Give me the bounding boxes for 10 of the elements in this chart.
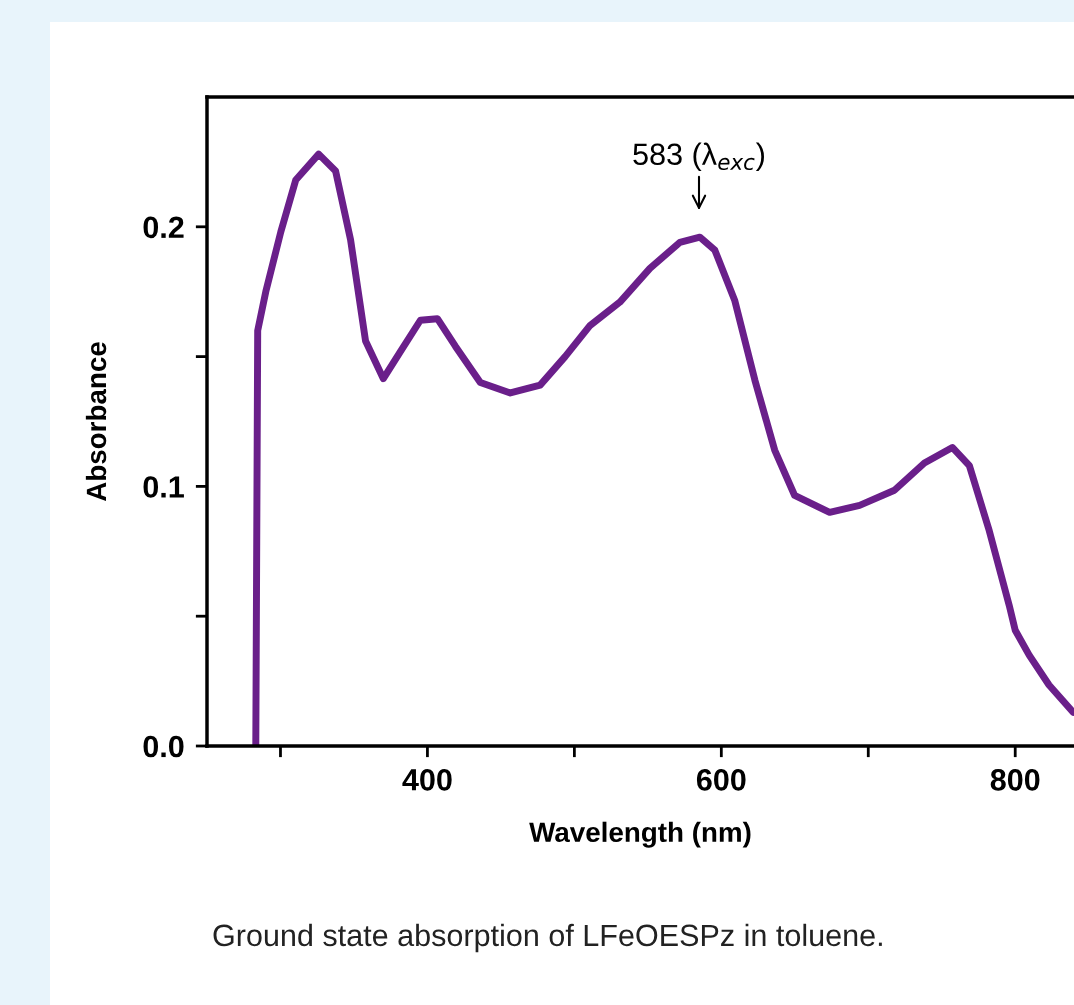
x-tick-label: 800	[990, 769, 1040, 791]
x-tick-label: 600	[696, 769, 746, 791]
y-tick-label: 0.0	[143, 735, 184, 758]
x-tick-label: 400	[402, 769, 452, 791]
text: Ground state absorption of LFeOESPz in toluene.	[213, 923, 882, 953]
annotation: 583 (λ$_{exc}$)	[633, 142, 764, 172]
x-axis-title: Wavelength (nm)	[529, 821, 751, 848]
y-tick-label: 0.1	[143, 476, 184, 498]
y-axis-title: Absorbance	[85, 342, 107, 502]
y-tick-label: 0.2	[143, 216, 184, 239]
